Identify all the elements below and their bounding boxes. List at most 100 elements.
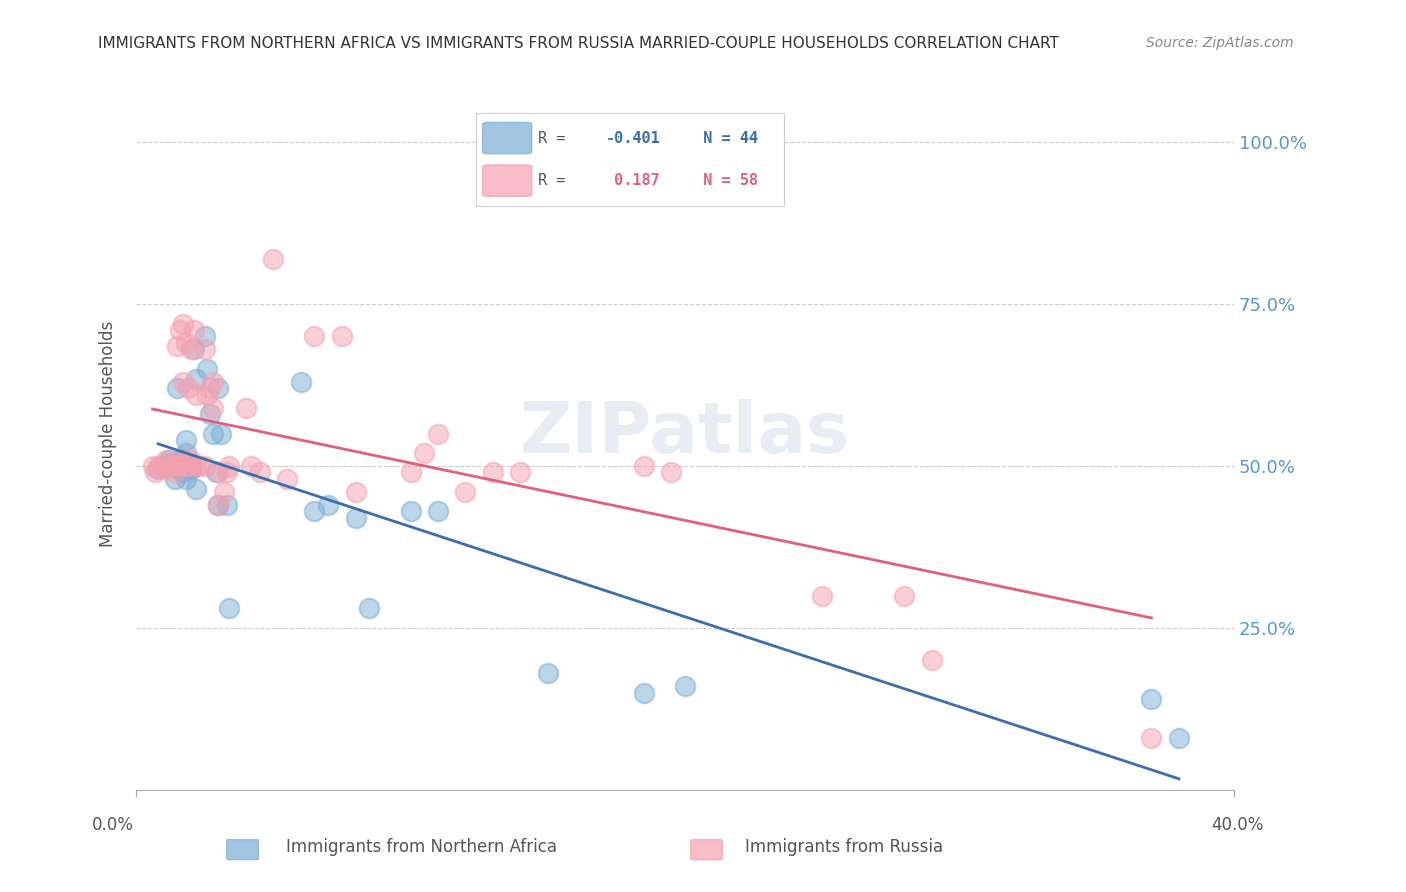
Point — [172, 452, 194, 467]
Point — [169, 452, 191, 467]
Text: IMMIGRANTS FROM NORTHERN AFRICA VS IMMIGRANTS FROM RUSSIA MARRIED-COUPLE HOUSEHO: IMMIGRANTS FROM NORTHERN AFRICA VS IMMIG… — [98, 36, 1059, 51]
Point — [183, 323, 205, 337]
Point — [172, 375, 194, 389]
Point — [157, 452, 180, 467]
Point — [169, 462, 191, 476]
Point — [454, 484, 477, 499]
Point — [174, 446, 197, 460]
Point — [186, 458, 208, 473]
Point — [177, 458, 200, 473]
Point — [160, 458, 183, 473]
Point — [180, 452, 202, 467]
Point — [163, 472, 186, 486]
Point — [186, 371, 208, 385]
Point — [344, 484, 367, 499]
Point — [169, 323, 191, 337]
Point — [659, 466, 682, 480]
Text: Immigrants from Russia: Immigrants from Russia — [745, 838, 942, 856]
Point — [177, 458, 200, 473]
Point — [212, 484, 235, 499]
Text: 40.0%: 40.0% — [1211, 816, 1264, 834]
Point — [207, 466, 229, 480]
Point — [1140, 731, 1163, 745]
Point — [194, 458, 217, 473]
Text: ZIPatlas: ZIPatlas — [520, 399, 851, 468]
Point — [218, 458, 240, 473]
Point — [426, 426, 449, 441]
Point — [142, 458, 165, 473]
Point — [207, 381, 229, 395]
Point — [172, 317, 194, 331]
Point — [186, 388, 208, 402]
Point — [811, 589, 834, 603]
Point — [157, 458, 180, 473]
Point — [174, 433, 197, 447]
Point — [1167, 731, 1189, 745]
FancyBboxPatch shape — [226, 839, 259, 860]
Point — [218, 601, 240, 615]
Point — [166, 339, 188, 353]
Point — [163, 466, 186, 480]
Point — [174, 458, 197, 473]
Point — [177, 381, 200, 395]
Point — [146, 462, 169, 476]
Point — [194, 329, 217, 343]
Point — [359, 601, 381, 615]
Point — [143, 466, 166, 480]
Text: 0.0%: 0.0% — [91, 816, 134, 834]
Point — [207, 498, 229, 512]
Point — [174, 452, 197, 467]
Point — [537, 666, 560, 681]
Point — [201, 426, 224, 441]
Point — [149, 458, 172, 473]
FancyBboxPatch shape — [690, 839, 723, 860]
Point — [174, 458, 197, 473]
Point — [172, 466, 194, 480]
Point — [197, 388, 219, 402]
Point — [344, 510, 367, 524]
Point — [201, 375, 224, 389]
Point — [921, 653, 943, 667]
Point — [399, 466, 422, 480]
Point — [633, 458, 655, 473]
Point — [262, 252, 284, 266]
Point — [673, 679, 696, 693]
Point — [482, 466, 505, 480]
Point — [177, 462, 200, 476]
Point — [186, 482, 208, 496]
Point — [215, 466, 238, 480]
Point — [152, 462, 174, 476]
Point — [188, 458, 211, 473]
Point — [249, 466, 271, 480]
Point — [194, 343, 217, 357]
Point — [207, 498, 229, 512]
Point — [155, 452, 177, 467]
Point — [174, 335, 197, 350]
Point — [160, 456, 183, 470]
Point — [215, 498, 238, 512]
Point — [174, 472, 197, 486]
Point — [276, 472, 298, 486]
Point — [152, 458, 174, 473]
Y-axis label: Married-couple Households: Married-couple Households — [100, 320, 117, 547]
Point — [893, 589, 915, 603]
Point — [200, 381, 222, 395]
Point — [146, 458, 169, 473]
Point — [166, 381, 188, 395]
Point — [166, 458, 188, 473]
Point — [183, 343, 205, 357]
Point — [399, 504, 422, 518]
Point — [201, 401, 224, 415]
Point — [209, 426, 232, 441]
Point — [240, 458, 263, 473]
Point — [166, 458, 188, 473]
Point — [180, 462, 202, 476]
Point — [564, 122, 586, 136]
Point — [509, 466, 531, 480]
Text: Immigrants from Northern Africa: Immigrants from Northern Africa — [287, 838, 557, 856]
Point — [304, 329, 326, 343]
Point — [633, 686, 655, 700]
Point — [1140, 692, 1163, 706]
Point — [180, 343, 202, 357]
Point — [290, 375, 312, 389]
